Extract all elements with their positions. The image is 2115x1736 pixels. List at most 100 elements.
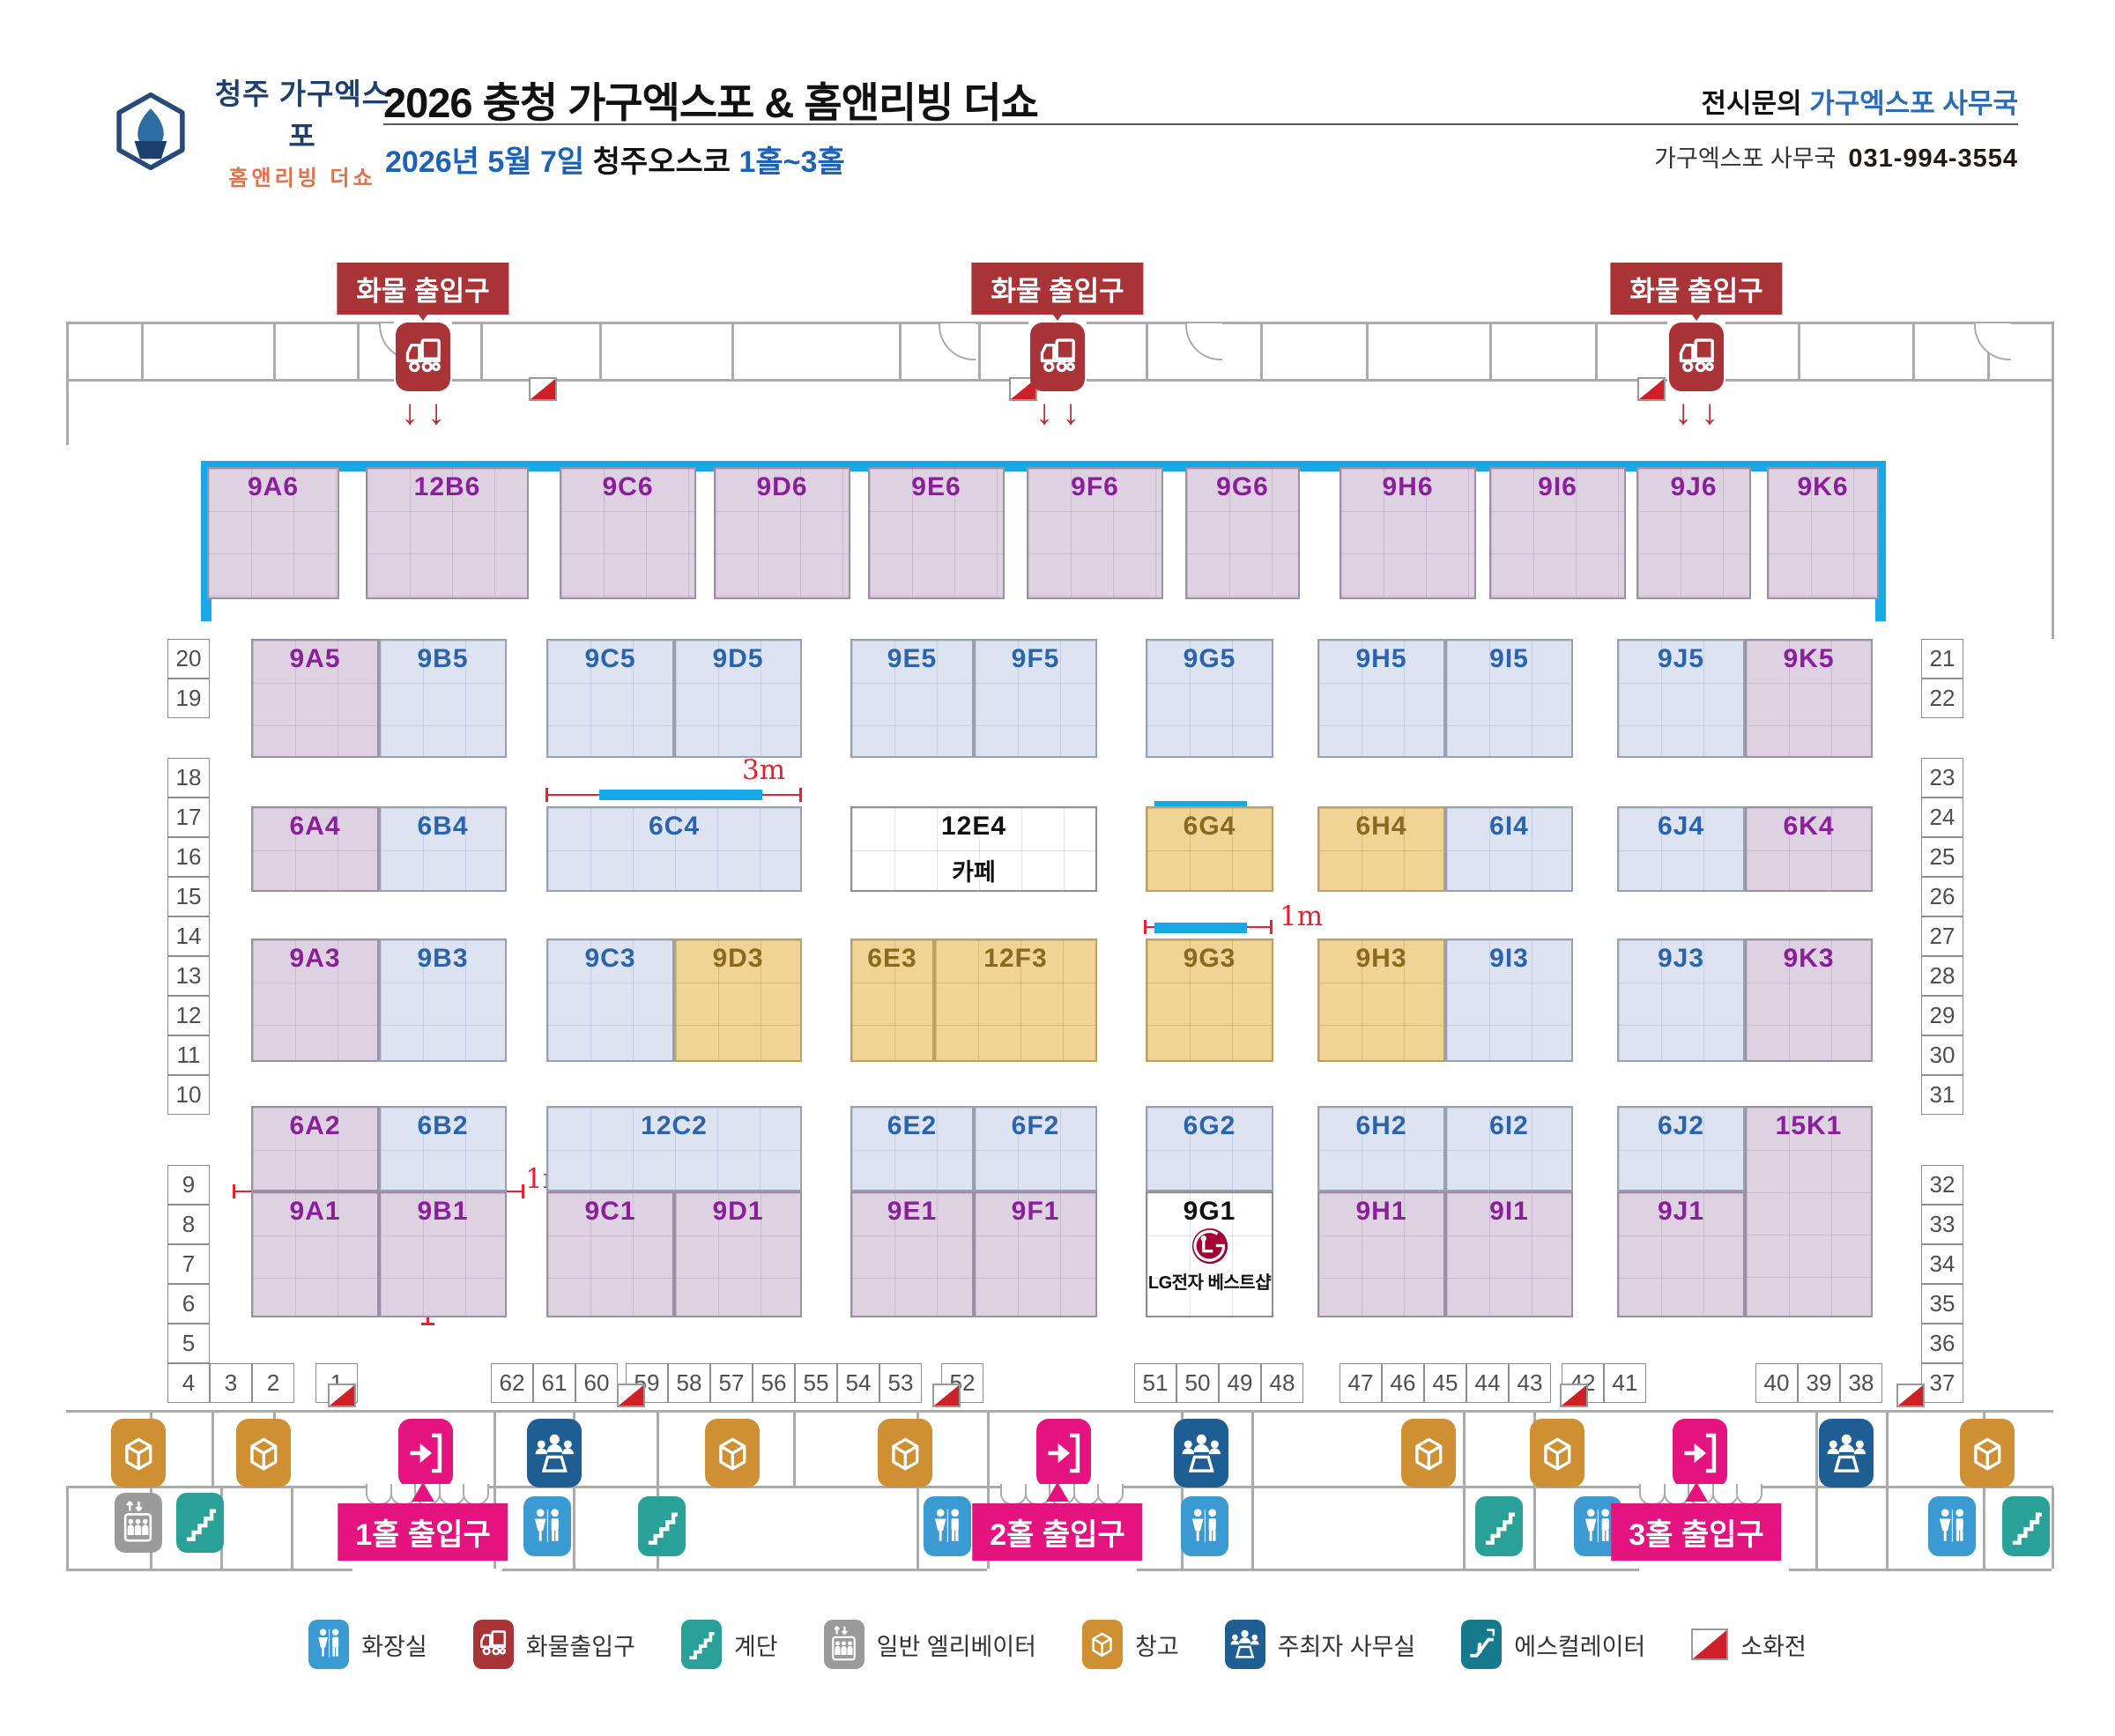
inquiry-line: 전시문의 가구엑스포 사무국: [1702, 81, 2018, 121]
booth-label: 12F3: [983, 944, 1048, 973]
booth-9F1: 9F1: [974, 1191, 1097, 1317]
booth-number-11: 11: [167, 1035, 210, 1075]
legend-label: 계단: [733, 1633, 778, 1660]
wall: [66, 1410, 2053, 1413]
booth-number-2: 2: [252, 1363, 294, 1403]
booth-label: 6G2: [1183, 1111, 1236, 1140]
wall: [1789, 1569, 2052, 1571]
booth-label: 6G4: [1183, 812, 1236, 841]
booth-label: 6E3: [867, 944, 917, 973]
lg-logo-icon: [1190, 1226, 1230, 1266]
booth-label: 9F6: [1071, 472, 1119, 501]
wall: [1754, 1486, 2053, 1488]
booth-number-9: 9: [167, 1165, 210, 1205]
booth-label: 9C1: [584, 1197, 636, 1226]
legend-item-cargo: 화물출입구: [472, 1620, 635, 1669]
legend-label: 일반 엘리베이터: [876, 1633, 1036, 1660]
booth-9H1: 9H1: [1317, 1191, 1445, 1317]
storage-icon: [1960, 1419, 2015, 1487]
booth-number-57: 57: [710, 1363, 753, 1403]
wall: [978, 322, 981, 381]
booth-number-22: 22: [1921, 679, 1963, 718]
booth-9H3: 9H3: [1317, 938, 1445, 1062]
booth-9I1: 9I1: [1445, 1191, 1573, 1317]
fire-hydrant-icon: [529, 377, 557, 401]
cargo-icon: [472, 1620, 514, 1669]
booth-label: 6F2: [1011, 1111, 1060, 1140]
dimension-tick: [522, 1184, 524, 1198]
booth-6F2: 6F2: [974, 1106, 1097, 1191]
stairs-icon: [1475, 1496, 1523, 1556]
expo-logo-icon: [116, 92, 185, 170]
wall: [2052, 322, 2054, 639]
booth-9G5: 9G5: [1146, 639, 1273, 758]
booth-label: 6E2: [887, 1111, 938, 1140]
booth-label: 9F1: [1011, 1197, 1060, 1226]
booth-9E5: 9E5: [850, 639, 974, 758]
wall: [66, 1486, 366, 1488]
dimension-1m-line: [507, 1191, 523, 1192]
office-icon: [527, 1419, 582, 1487]
booth-6I2: 6I2: [1445, 1106, 1573, 1191]
cargo-entrance-label: 화물 출입구: [337, 263, 509, 315]
booth-number-16: 16: [167, 837, 210, 877]
wall: [1463, 1410, 1466, 1486]
hall-entrance-label: 1홀 출입구: [338, 1503, 508, 1561]
cargo-direction-arrows: ↓↓: [1035, 393, 1088, 432]
booth-number-58: 58: [668, 1363, 710, 1403]
booth-9J3: 9J3: [1617, 938, 1745, 1062]
booth-label: 9G3: [1183, 944, 1236, 973]
storage-icon: [1530, 1419, 1584, 1487]
legend-item-office: 주최자 사무실: [1224, 1620, 1415, 1669]
cargo-entrance-label: 화물 출입구: [971, 263, 1144, 315]
booth-label: 9K3: [1783, 944, 1835, 973]
booth-label: 9A6: [247, 472, 300, 501]
door-arc: [939, 323, 976, 360]
fire-hydrant-icon: [932, 1384, 961, 1407]
booth-number-34: 34: [1921, 1244, 1963, 1284]
cargo-truck-icon: [1030, 323, 1085, 391]
cargo-truck-icon: [396, 323, 450, 391]
entrance-icon: [1036, 1419, 1091, 1487]
booth-9J1: 9J1: [1617, 1191, 1745, 1317]
booth-number-8: 8: [167, 1205, 210, 1244]
storage-icon: [236, 1419, 291, 1487]
wall: [66, 379, 394, 382]
booth-number-33: 33: [1921, 1205, 1963, 1244]
wall: [1886, 1410, 1889, 1486]
booth-number-61: 61: [533, 1363, 575, 1403]
wall: [1251, 1410, 1254, 1486]
wall: [452, 322, 1028, 324]
booth-9H6: 9H6: [1340, 467, 1476, 599]
logo-subtitle: 홈앤리빙 더쇼: [228, 167, 376, 190]
wall: [1260, 322, 1263, 381]
booth-number-51: 51: [1134, 1363, 1176, 1403]
booth-label: 12C2: [641, 1111, 708, 1140]
dimension-tick: [799, 788, 802, 802]
wall: [1886, 1487, 1889, 1569]
escalator-icon: [1461, 1620, 1503, 1669]
wall: [1137, 1569, 1639, 1571]
wall: [66, 1569, 352, 1571]
toilet-icon: [1181, 1496, 1228, 1556]
booth-label: 9E6: [911, 472, 961, 501]
office-icon: [1819, 1419, 1874, 1487]
legend-item-toilet: 화장실: [308, 1620, 427, 1669]
booth-label: 9A1: [289, 1197, 341, 1226]
wall: [502, 1569, 987, 1571]
booth-number-14: 14: [167, 916, 210, 956]
wall: [1533, 1487, 1536, 1569]
booth-number-39: 39: [1798, 1363, 1840, 1403]
logo-title: 청주 가구엑스포: [214, 78, 390, 152]
booth-number-28: 28: [1921, 956, 1963, 996]
booth-number-12: 12: [167, 996, 210, 1035]
wall: [66, 1487, 69, 1569]
booth-6A4: 6A4: [251, 806, 379, 892]
toilet-icon: [308, 1620, 350, 1669]
wall: [1798, 322, 1800, 381]
hall-entrance-pointer: [1046, 1482, 1069, 1502]
booth-label: 12E4: [940, 812, 1007, 841]
booth-number-32: 32: [1921, 1165, 1963, 1205]
